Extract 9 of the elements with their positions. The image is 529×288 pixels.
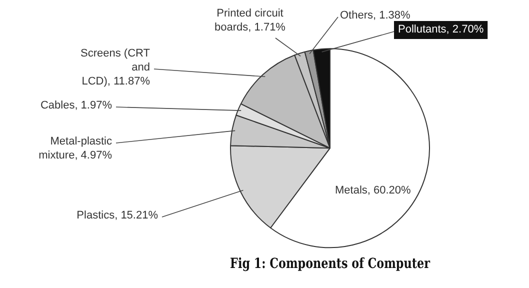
slice-label: Others, 1.38% (340, 10, 411, 22)
slice-label: Metals, 60.20% (335, 184, 412, 197)
slice-label: Pollutants, 2.70% (398, 24, 484, 36)
slice-label: Screens (CRT and LCD), 11.87% (80, 48, 150, 88)
text: Fig 1: Components of Computer (230, 254, 430, 272)
slice-label: Cables, 1.97% (40, 100, 112, 112)
slice-label: Plastics, 15.21% (76, 210, 158, 222)
slice-label: Printed circuit boards, 1.71% (214, 8, 286, 34)
slice-label: Metal-plastic mixture, 4.97% (38, 136, 112, 162)
